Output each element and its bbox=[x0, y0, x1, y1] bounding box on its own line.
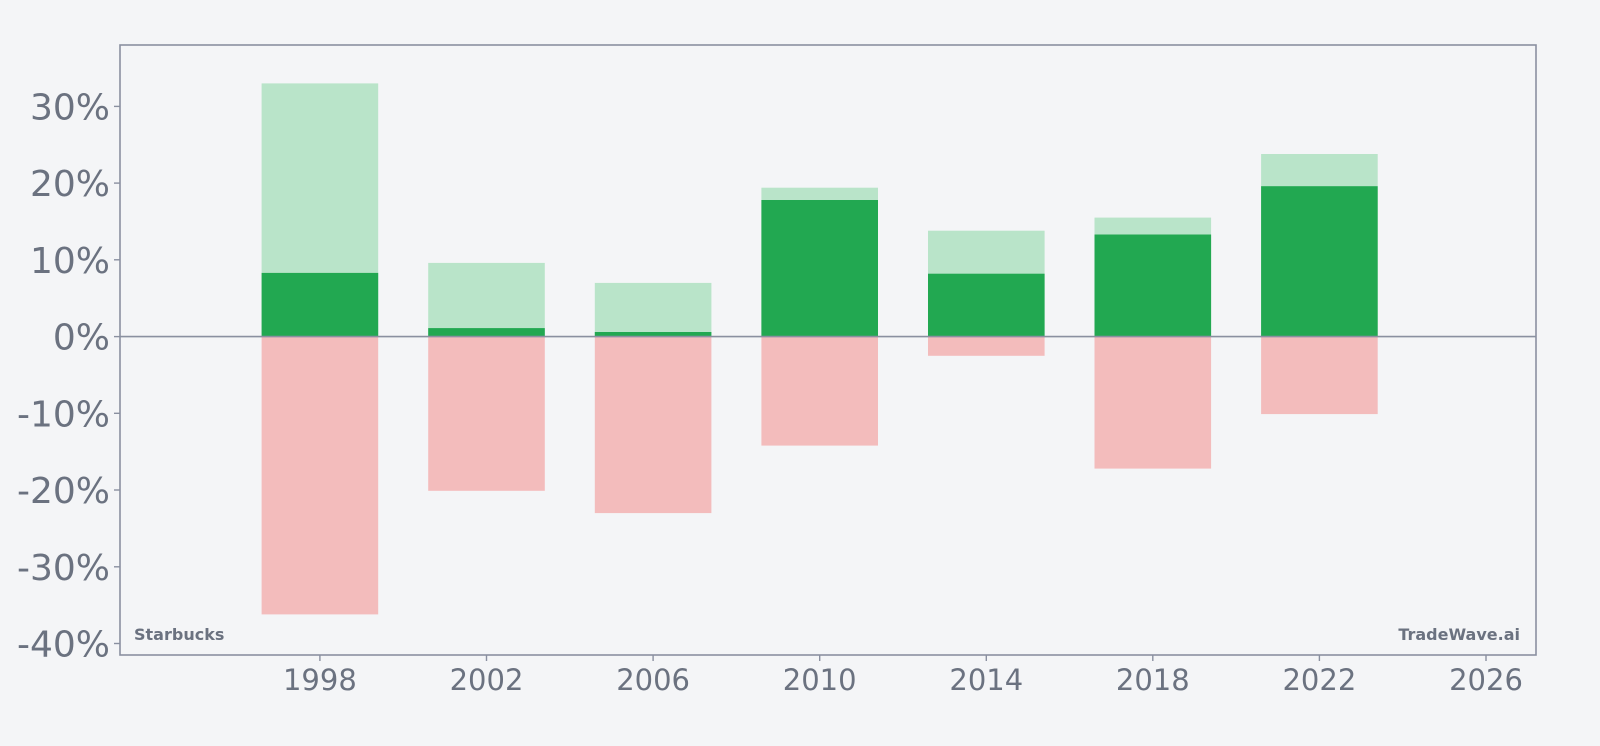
annotation-brand: TradeWave.ai bbox=[1398, 625, 1520, 644]
x-tick-label: 2018 bbox=[1116, 663, 1190, 697]
bars-layer bbox=[261, 83, 1378, 615]
bar-lower-2002 bbox=[428, 336, 545, 491]
bar-mid-2018 bbox=[1094, 234, 1212, 337]
bar-upper-2006 bbox=[594, 282, 712, 337]
ticks-layer: 30% 20% 10% 0% -10% -20% -30% -40% 1998 2002 2006 2… bbox=[17, 87, 1523, 697]
x-tick-label: 2006 bbox=[616, 663, 690, 697]
y-tick-label: 10% bbox=[30, 241, 110, 282]
axis-layer bbox=[119, 44, 1537, 656]
y-tick-label: -40% bbox=[17, 625, 110, 666]
x-tick-label: 2010 bbox=[783, 663, 857, 697]
bar-lower-1998 bbox=[261, 336, 379, 615]
bar-mid-2006 bbox=[594, 332, 712, 337]
x-tick-label: 2002 bbox=[450, 663, 524, 697]
y-tick-label: 20% bbox=[30, 164, 110, 205]
x-tick-label: 1998 bbox=[283, 663, 357, 697]
bar-upper-2002 bbox=[428, 262, 545, 337]
y-tick-label: 0% bbox=[53, 318, 110, 359]
bar-mid-1998 bbox=[261, 272, 379, 337]
bar-lower-2018 bbox=[1094, 336, 1212, 469]
plot-frame bbox=[119, 44, 1537, 656]
annotation-company: Starbucks bbox=[134, 625, 224, 644]
bar-mid-2002 bbox=[428, 328, 545, 337]
y-tick-label: -10% bbox=[17, 394, 110, 435]
bar-lower-2006 bbox=[594, 336, 712, 514]
x-tick-label: 2022 bbox=[1282, 663, 1356, 697]
x-tick-label: 2026 bbox=[1449, 663, 1523, 697]
bar-lower-2010 bbox=[761, 336, 878, 446]
x-tick-label: 2014 bbox=[949, 663, 1023, 697]
bar-mid-2022 bbox=[1261, 186, 1378, 337]
bar-mid-2014 bbox=[928, 273, 1045, 337]
bar-lower-2022 bbox=[1261, 336, 1378, 415]
y-tick-label: -30% bbox=[17, 548, 110, 589]
y-tick-label: 30% bbox=[30, 87, 110, 128]
bar-mid-2010 bbox=[761, 200, 878, 337]
bar-lower-2014 bbox=[928, 336, 1045, 356]
y-tick-label: -20% bbox=[17, 471, 110, 512]
